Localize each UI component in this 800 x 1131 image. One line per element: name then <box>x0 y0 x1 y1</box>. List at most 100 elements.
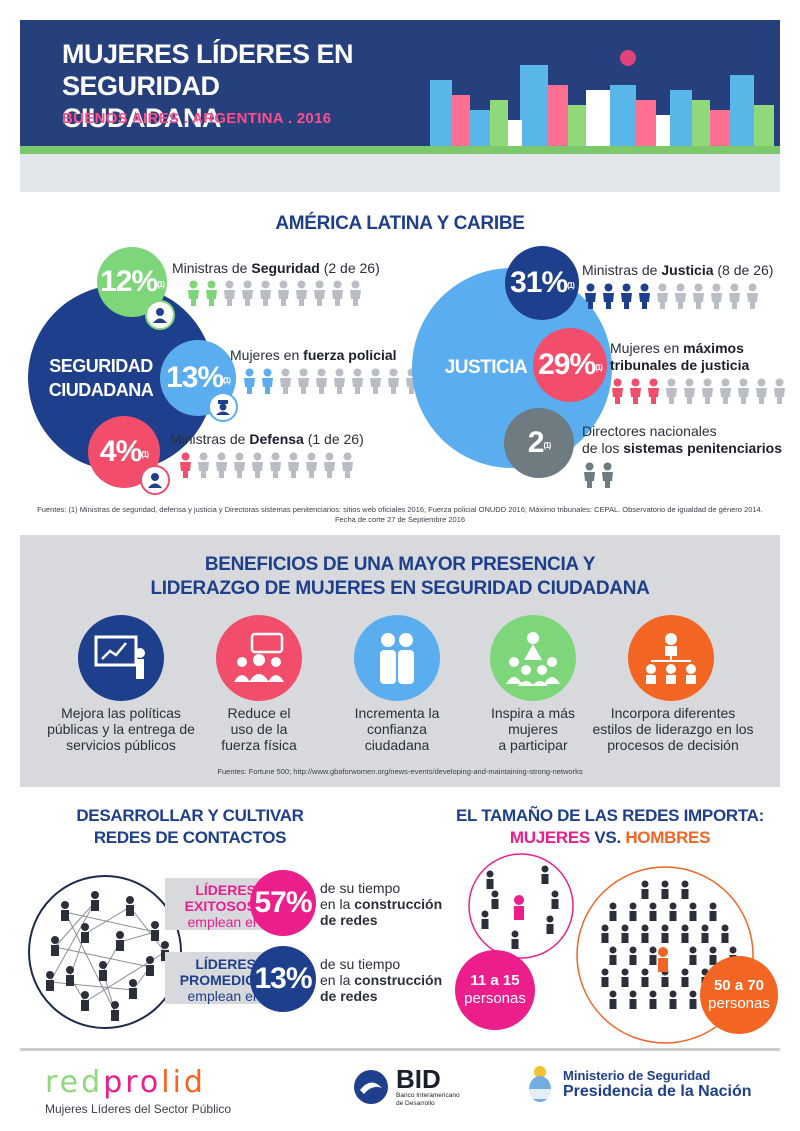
person-icon <box>260 280 271 306</box>
person-icon <box>262 368 273 394</box>
person-icon <box>314 280 325 306</box>
grass-strip <box>20 146 780 156</box>
network-person-body <box>649 955 657 965</box>
network-person-body <box>621 933 629 943</box>
stat-label-directores-penitenciarios: Directores nacionales de los sistemas pe… <box>582 423 782 456</box>
network-person-body <box>609 955 617 965</box>
network-person-body <box>541 874 549 884</box>
network-person-head <box>609 902 617 910</box>
network-link <box>119 931 156 943</box>
city-skyline-illustration <box>430 50 774 186</box>
network-person-body <box>689 999 697 1009</box>
bid-logo: BID Banco Interamericano de Desarrollo <box>352 1066 460 1108</box>
network-person-body <box>511 939 519 949</box>
person-icon <box>188 280 199 306</box>
network-person-head <box>126 896 134 904</box>
people-row-ministras-defensa <box>178 452 355 478</box>
networks-left-title: DESARROLLAR Y CULTIVAR REDES DE CONTACTO… <box>76 806 304 847</box>
network-person-head <box>111 1001 119 1009</box>
network-person-body <box>709 911 717 921</box>
person-icon <box>198 452 209 478</box>
label-lideres-promedio: LÍDERES PROMEDIO emplean el <box>179 956 256 1004</box>
pct-bubble-exitosos: 57% <box>250 870 316 936</box>
person-icon <box>657 283 668 309</box>
network-person-head <box>541 865 549 873</box>
network-person-head <box>46 971 54 979</box>
footer-divider <box>20 1048 780 1051</box>
network-person-body <box>689 955 697 965</box>
network-person-body <box>129 988 137 999</box>
person-icon <box>612 378 623 404</box>
network-person-body <box>151 930 159 941</box>
person-icon <box>270 452 281 478</box>
network-person-body <box>81 1000 89 1011</box>
network-person-head <box>621 924 629 932</box>
benefits-panel: BENEFICIOS DE UNA MAYOR PRESENCIA Y LIDE… <box>20 535 780 787</box>
network-person-head <box>641 924 649 932</box>
network-person-head <box>649 946 657 954</box>
person-icon <box>206 280 217 306</box>
label-lideres-exitosos: LÍDERES EXITOSOS emplean el <box>184 882 256 930</box>
network-person-body <box>601 933 609 943</box>
org-chart-icon <box>628 615 714 701</box>
person-icon <box>747 283 758 309</box>
network-person-body <box>649 999 657 1009</box>
stat-bubble-maximos-tribunales: 29% (1) <box>533 328 607 402</box>
person-icon <box>756 378 767 404</box>
defense-badge-icon <box>140 465 170 495</box>
network-person-body <box>486 879 494 889</box>
person-icon <box>370 368 381 394</box>
network-person-body <box>689 911 697 921</box>
network-link <box>49 901 96 983</box>
person-icon <box>350 280 361 306</box>
network-person-body <box>61 910 69 921</box>
speech-bubble-icon <box>216 615 302 701</box>
network-person-body <box>621 977 629 987</box>
person-icon <box>298 368 309 394</box>
person-icon <box>244 368 255 394</box>
network-person-head <box>709 946 717 954</box>
network-person-head <box>641 880 649 888</box>
network-person-body <box>551 899 559 909</box>
network-person-body <box>681 933 689 943</box>
networks-right-title: EL TAMAÑO DE LAS REDES IMPORTA: MUJERES … <box>455 806 765 847</box>
person-icon <box>332 280 343 306</box>
network-person-head <box>681 880 689 888</box>
person-icon <box>296 280 307 306</box>
ground-strip <box>20 154 780 192</box>
network-person-body <box>126 905 134 916</box>
person-icon <box>711 283 722 309</box>
network-person-head <box>61 901 69 909</box>
network-person-body <box>641 977 649 987</box>
band-exitosos <box>165 878 265 930</box>
network-person-head <box>709 902 717 910</box>
network-person-head <box>486 870 494 878</box>
person-icon <box>280 368 291 394</box>
network-person-body <box>491 899 499 909</box>
network-person-head <box>91 891 99 899</box>
person-icon <box>738 378 749 404</box>
network-link <box>84 906 131 935</box>
text-promedio: de su tiempo en la construcción de redes <box>320 956 443 1004</box>
network-person-body <box>661 977 669 987</box>
person-icon <box>278 280 289 306</box>
person-icon <box>352 368 363 394</box>
person-icon <box>639 283 650 309</box>
stat-bubble-ministras-justicia: 31% (1) <box>505 246 579 320</box>
person-icon <box>729 283 740 309</box>
network-person-head <box>681 968 689 976</box>
person-icon <box>242 280 253 306</box>
network-person-body <box>91 900 99 911</box>
network-person-body <box>629 911 637 921</box>
benefits-title: BENEFICIOS DE UNA MAYOR PRESENCIA Y LIDE… <box>150 554 650 599</box>
network-person-body <box>629 999 637 1009</box>
latam-sources: Fuentes: (1) Ministras de seguridad, def… <box>37 505 763 524</box>
network-person-head <box>629 902 637 910</box>
person-icon <box>334 368 345 394</box>
hombres-network-size: 50 a 70 personas <box>700 956 778 1034</box>
network-person-body <box>601 977 609 987</box>
network-person-body <box>649 911 657 921</box>
person-icon <box>316 368 327 394</box>
stat-label-ministras-justicia: Ministras de Justicia (8 de 26) <box>582 262 774 278</box>
people-row-directores-penitenciarios <box>582 462 615 488</box>
